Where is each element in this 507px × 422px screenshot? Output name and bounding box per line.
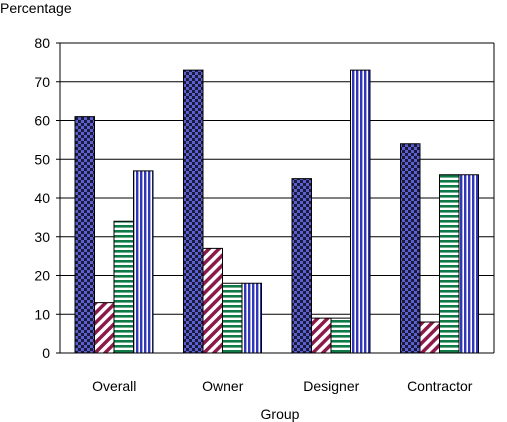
y-tick-label: 40 <box>34 190 50 206</box>
bar-owner-1 <box>183 69 204 354</box>
y-tick-label: 10 <box>34 306 50 322</box>
bar-contractor-3 <box>439 174 460 354</box>
y-axis-label: Percentage <box>0 0 72 16</box>
bar-contractor-4 <box>458 174 479 354</box>
bar-designer-4 <box>350 69 371 354</box>
bar-overall-3 <box>113 220 134 354</box>
bar-owner-2 <box>202 247 223 354</box>
y-tick-labels: 0 10 20 30 40 50 60 70 80 <box>34 35 60 361</box>
bar-contractor-1 <box>400 143 421 354</box>
x-axis-label: Group <box>261 406 300 422</box>
y-tick-label: 60 <box>34 113 50 129</box>
bar-overall-4 <box>133 170 154 354</box>
bar-designer-1 <box>291 178 312 354</box>
y-tick-label: 30 <box>34 229 50 245</box>
bar-contractor-2 <box>419 321 440 354</box>
x-tick-labels: Overall Owner Designer Contractor <box>92 378 473 394</box>
x-tick-label-designer: Designer <box>303 378 359 394</box>
bar-owner-3 <box>222 282 243 354</box>
bar-designer-3 <box>330 317 351 354</box>
y-tick-label: 50 <box>34 151 50 167</box>
bar-overall-1 <box>74 116 95 354</box>
bar-owner-4 <box>241 282 262 354</box>
bar-overall-2 <box>94 302 115 354</box>
x-tick-label-owner: Owner <box>202 378 244 394</box>
bars-group <box>74 69 479 354</box>
bar-designer-2 <box>311 317 332 354</box>
y-tick-label: 80 <box>34 35 50 51</box>
y-tick-label: 0 <box>42 345 50 361</box>
x-tick-label-overall: Overall <box>92 378 136 394</box>
x-tick-label-contractor: Contractor <box>407 378 473 394</box>
y-tick-label: 20 <box>34 268 50 284</box>
y-tick-label: 70 <box>34 74 50 90</box>
